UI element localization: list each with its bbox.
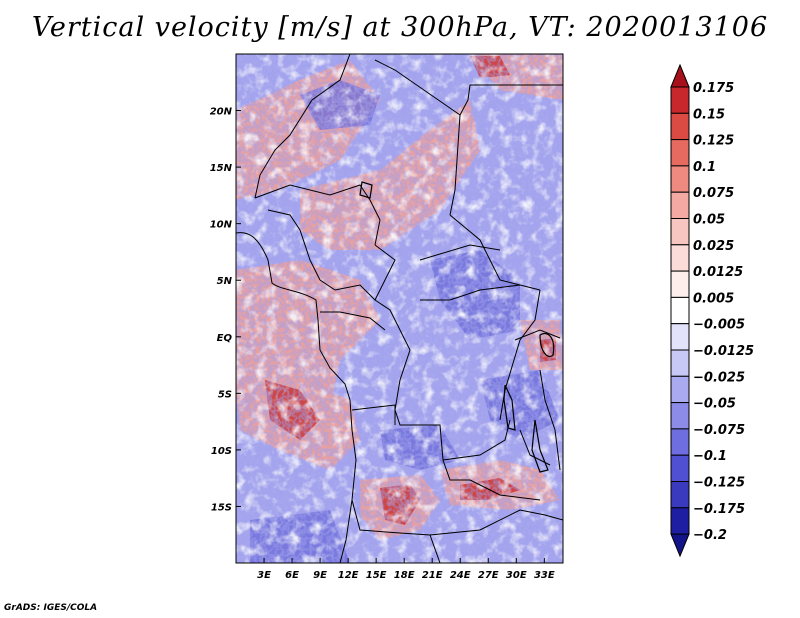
field-plot: [236, 54, 563, 563]
colorbar: 0.175 0.15 0.125 0.1 0.075 0.05 0.025 0.0125 0.0…: [670, 63, 754, 558]
colorbar-label: 0.1: [693, 160, 716, 175]
page-title: Vertical velocity [m/s] at 300hPa, VT: 2…: [31, 12, 769, 43]
colorbar-label: −0.125: [693, 476, 745, 491]
colorbar-segment: [670, 454, 690, 483]
colorbar-label: −0.025: [693, 370, 745, 385]
country-borders: [236, 54, 563, 563]
colorbar-segment: [670, 375, 690, 404]
lon-tick-label: 27E: [478, 570, 499, 581]
colorbar-label: −0.175: [693, 502, 745, 517]
colorbar-segment: [670, 481, 690, 509]
lat-tick-label: 15S: [211, 502, 232, 513]
grads-credit: GrADS: IGES/COLA: [4, 603, 98, 613]
lat-tick-label: 5N: [217, 276, 233, 287]
lon-tick-label: 33E: [534, 570, 555, 581]
colorbar-segment: [670, 244, 690, 272]
colorbar-label: 0.125: [693, 134, 734, 149]
colorbar-label: −0.005: [693, 318, 745, 333]
colorbar-bottom-arrow: [670, 533, 690, 558]
colorbar-label: −0.0125: [693, 344, 754, 359]
lat-tick-label: 10N: [210, 220, 233, 231]
colorbar-label: −0.2: [693, 528, 727, 543]
colorbar-segment: [670, 296, 690, 325]
colorbar-label: 0.005: [693, 291, 734, 306]
colorbar-segment: [670, 428, 690, 456]
colorbar-label: 0.025: [693, 239, 734, 254]
lon-tick-label: 3E: [257, 570, 271, 581]
lon-tick-label: 30E: [506, 570, 527, 581]
colorbar-segment: [670, 323, 690, 351]
colorbar-segment: [670, 139, 690, 167]
colorbar-segment: [670, 218, 690, 246]
colorbar-label: 0.175: [693, 81, 734, 96]
map-frame: [235, 53, 564, 564]
colorbar-label: 0.15: [693, 107, 725, 122]
lat-tick-label: 15N: [210, 163, 233, 174]
lon-tick-label: 12E: [338, 570, 359, 581]
lon-tick-label: 9E: [313, 570, 327, 581]
colorbar-top-arrow: [670, 63, 690, 88]
lat-tick-label: 5S: [218, 389, 232, 400]
colorbar-segment: [670, 165, 690, 193]
longitude-axis: 3E 6E 9E 12E 15E 18E 21E 24E 27E 30E 33E: [257, 558, 555, 581]
colorbar-label: 0.05: [693, 213, 725, 228]
lon-tick-label: 6E: [285, 570, 299, 581]
colorbar-label: −0.075: [693, 423, 745, 438]
colorbar-segment: [670, 270, 690, 298]
colorbar-segment: [670, 86, 690, 114]
colorbar-label: −0.1: [693, 449, 727, 464]
lakes: [359, 181, 555, 473]
colorbar-label: 0.075: [693, 186, 734, 201]
colorbar-segment: [670, 507, 690, 535]
colorbar-segment: [670, 112, 690, 141]
latitude-axis: 20N 15N 10N 5N EQ 5S 10S 15S: [210, 107, 241, 513]
colorbar-segment: [670, 402, 690, 430]
lon-tick-label: 18E: [394, 570, 415, 581]
lon-tick-label: 24E: [450, 570, 471, 581]
colorbar-segment: [670, 349, 690, 377]
colorbar-label: −0.05: [693, 397, 736, 412]
colorbar-segment: [670, 191, 690, 219]
colorbar-label: 0.0125: [693, 265, 743, 280]
lat-tick-label: 20N: [210, 107, 233, 118]
lat-tick-label: EQ: [217, 333, 233, 344]
lon-tick-label: 21E: [422, 570, 443, 581]
lat-tick-label: 10S: [211, 446, 232, 457]
lon-tick-label: 15E: [366, 570, 387, 581]
